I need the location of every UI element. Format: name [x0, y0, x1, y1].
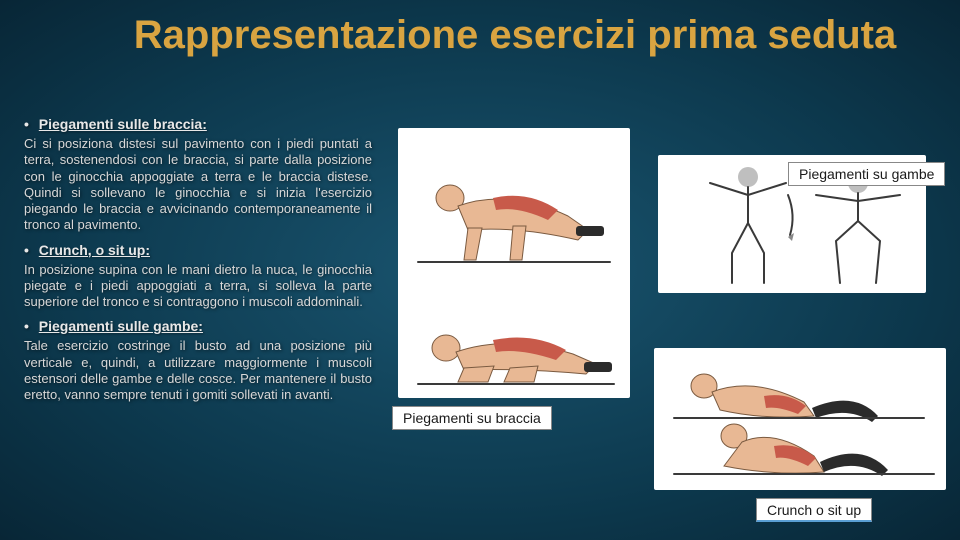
caption-pushup: Piegamenti su braccia: [392, 406, 552, 430]
image-crunch: [654, 348, 946, 490]
bullet-2-para: In posizione supina con le mani dietro l…: [24, 262, 372, 311]
bullet-dot: •: [24, 242, 29, 258]
bullet-3-para: Tale esercizio costringe il busto ad una…: [24, 338, 372, 403]
bullet-2-label: Crunch, o sit up:: [39, 242, 150, 258]
caption-crunch: Crunch o sit up: [756, 498, 872, 522]
bullet-3-heading: • Piegamenti sulle gambe:: [24, 318, 372, 334]
caption-squat: Piegamenti su gambe: [788, 162, 945, 186]
left-text-column: Ci si posiziona distesi sul pavimento co…: [24, 118, 372, 411]
bullet-1-para: Ci si posiziona distesi sul pavimento co…: [24, 136, 372, 234]
page-title: Rappresentazione esercizi prima seduta: [130, 14, 900, 56]
bullet-2-heading: • Crunch, o sit up:: [24, 242, 372, 258]
bullet-dot: •: [24, 318, 29, 334]
image-pushup: [398, 128, 630, 398]
bullet-3-label: Piegamenti sulle gambe:: [39, 318, 203, 334]
